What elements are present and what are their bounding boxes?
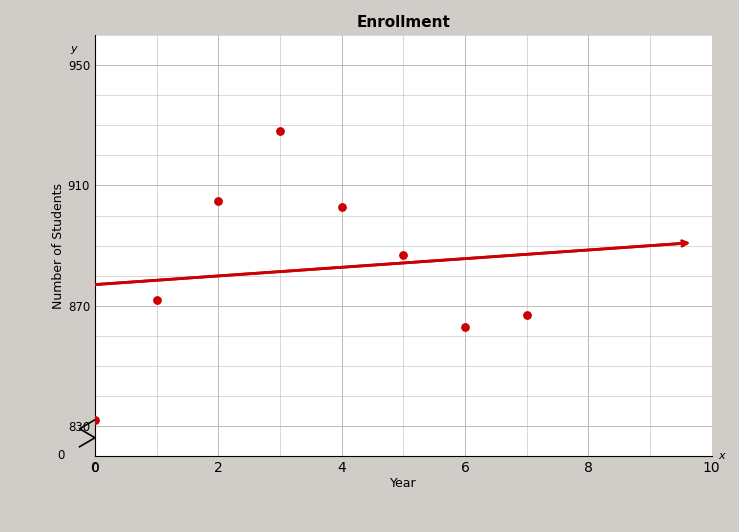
Text: y: y bbox=[70, 44, 77, 54]
Point bbox=[459, 322, 471, 331]
X-axis label: Year: Year bbox=[390, 477, 417, 491]
Text: 0: 0 bbox=[92, 462, 98, 475]
Point bbox=[521, 310, 533, 319]
Text: x: x bbox=[718, 451, 724, 461]
Y-axis label: Number of Students: Number of Students bbox=[52, 182, 65, 309]
Text: 0: 0 bbox=[57, 449, 64, 462]
Point bbox=[336, 202, 347, 211]
Point bbox=[151, 295, 163, 304]
Title: Enrollment: Enrollment bbox=[356, 15, 450, 30]
Point bbox=[89, 415, 101, 424]
Point bbox=[274, 127, 286, 136]
Point bbox=[212, 196, 224, 205]
Point bbox=[398, 250, 409, 259]
